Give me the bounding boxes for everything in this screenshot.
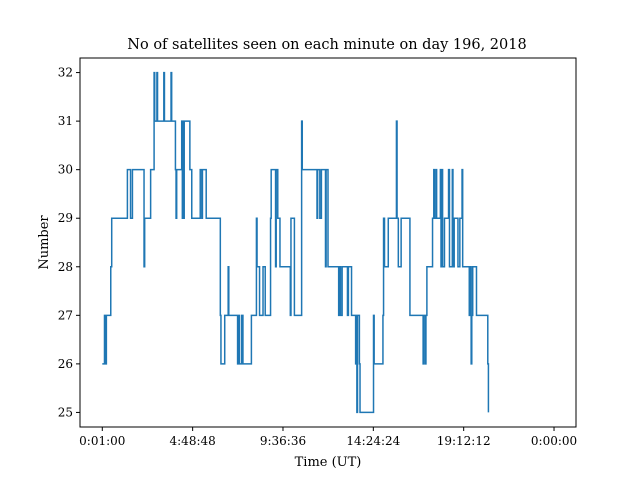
plot-area (79, 57, 577, 428)
y-tick-label: 29 (58, 211, 73, 225)
y-tick-label: 31 (58, 114, 73, 128)
y-tick-label: 25 (58, 405, 73, 419)
axes-frame (79, 57, 577, 428)
series-line (102, 71, 490, 414)
x-tick-label: 0:00:00 (531, 434, 577, 448)
x-tick-label: 0:01:00 (79, 434, 125, 448)
y-tick-label: 32 (58, 66, 73, 80)
y-tick-label: 27 (58, 308, 73, 322)
x-tick-label: 9:36:36 (260, 434, 306, 448)
y-axis: 25 26 27 28 29 30 31 32 (58, 66, 80, 419)
x-tick-label: 4:48:48 (170, 434, 216, 448)
x-tick-label: 19:12:12 (437, 434, 491, 448)
y-tick-label: 26 (58, 357, 73, 371)
y-tick-label: 30 (58, 163, 73, 177)
x-axis: 0:01:00 4:48:48 9:36:36 14:24:24 19:12:12 0:0… (79, 427, 577, 448)
y-tick-label: 28 (58, 260, 73, 274)
x-tick-label: 14:24:24 (346, 434, 400, 448)
chart-title: No of satellites seen on each minute on … (127, 37, 526, 53)
x-axis-label: Time (UT) (295, 455, 362, 470)
y-axis-label: Number (37, 215, 52, 270)
